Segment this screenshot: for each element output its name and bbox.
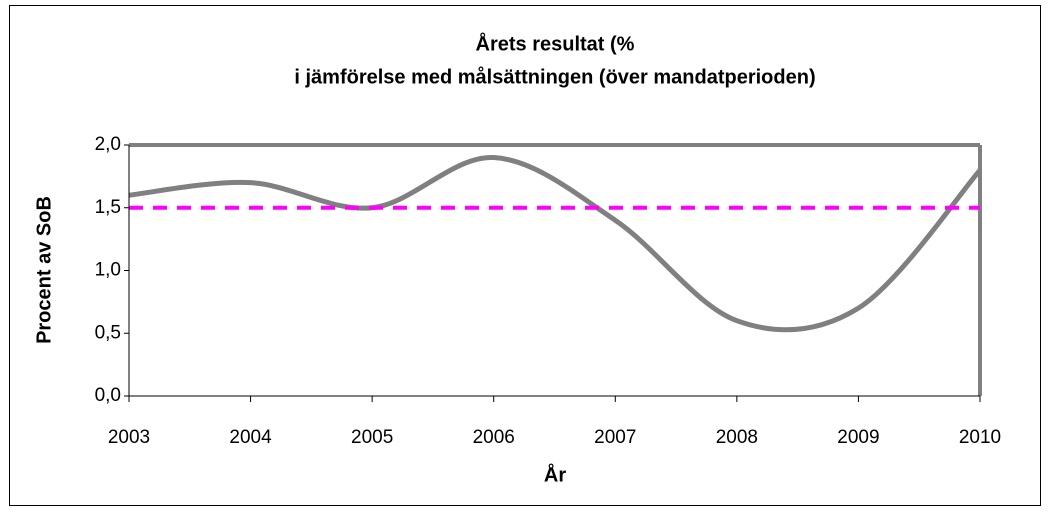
x-tick-label: 2008 — [716, 427, 758, 448]
x-tick-label: 2009 — [837, 427, 879, 448]
y-tick-label: 0,0 — [95, 385, 121, 406]
chart-title: i jämförelse med målsättningen (över man… — [294, 65, 815, 88]
line — [128, 155, 982, 333]
x-tick-label: 2010 — [959, 427, 1001, 448]
x-tick-label: 2005 — [351, 427, 393, 448]
x-axis-title: År — [544, 462, 566, 486]
y-tick-label: 1,5 — [95, 197, 121, 218]
chart-border — [9, 5, 1041, 506]
x-tick-label: 2003 — [108, 427, 150, 448]
x-tick-label: 2004 — [229, 427, 272, 448]
y-axis-title: Procent av SoB — [33, 196, 55, 344]
y-tick-label: 1,0 — [95, 260, 121, 281]
x-tick-label: 2006 — [473, 427, 515, 448]
y-tick-label: 2,0 — [95, 134, 121, 155]
chart-title: Årets resultat (% — [476, 31, 635, 55]
x-tick-label: 2007 — [594, 427, 636, 448]
y-tick-label: 0,5 — [95, 322, 121, 343]
